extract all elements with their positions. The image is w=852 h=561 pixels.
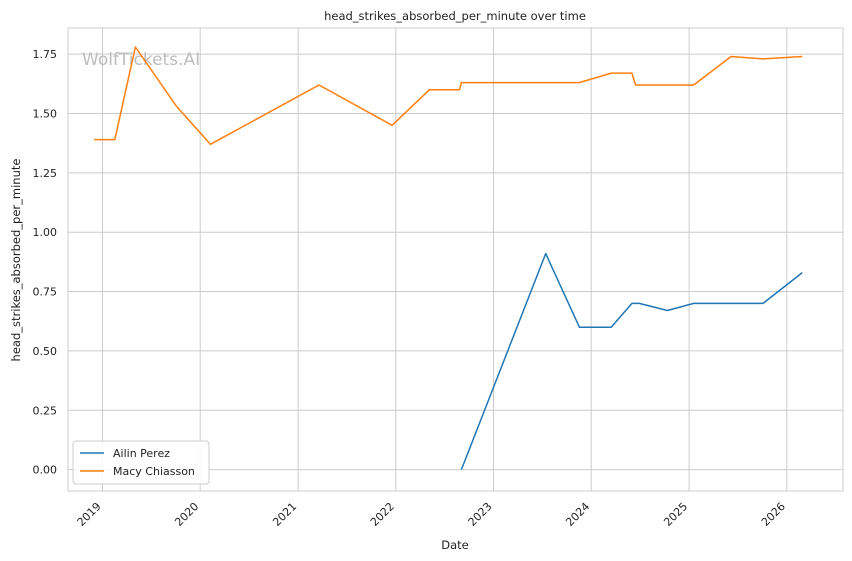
legend-label-ailin-perez: Ailin Perez [113,447,170,460]
watermark-text: WolfTickets.AI [82,50,200,70]
series-line-ailin-perez [460,252,803,470]
legend-box [72,440,210,485]
y-tick-label: 0.50 [33,345,58,358]
x-axis-title: Date [441,538,469,552]
legend: Ailin Perez Macy Chiasson [72,440,210,485]
series-line-macy-chiasson [94,46,803,146]
y-tick-label: 1.50 [33,107,58,120]
y-tick-label: 1.00 [33,226,58,239]
y-tick-label: 0.75 [33,286,58,299]
legend-label-macy-chiasson: Macy Chiasson [113,465,195,478]
y-tick-label: 1.25 [33,167,58,180]
y-axis-title: head_strikes_absorbed_per_minute [9,159,23,362]
y-tick-label: 0.25 [33,404,58,417]
series-lines [94,46,803,470]
plot-area [67,27,844,492]
chart-title: head_strikes_absorbed_per_minute over ti… [324,9,586,23]
y-tick-label: 1.75 [33,48,58,61]
y-axis-tick-labels: 0.00 0.25 0.50 0.75 1.00 1.25 1.50 1.75 [33,48,58,477]
y-tick-label: 0.00 [33,464,58,477]
